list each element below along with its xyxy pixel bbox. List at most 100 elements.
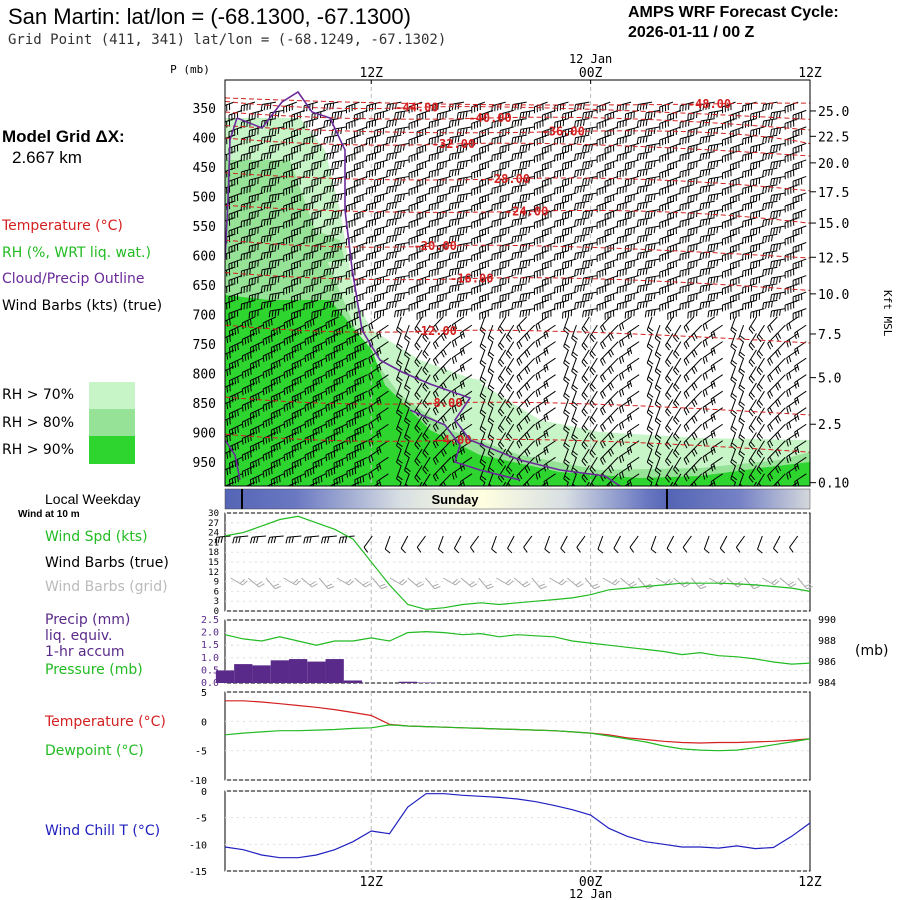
wind-barb-feather [389,203,391,210]
wind-barb [742,217,757,222]
wind-barb-feather [582,251,585,258]
wind-barb-feather [234,344,237,352]
wind-barb-feather [266,103,269,110]
wind-barb [722,101,736,108]
wind-barb [763,299,778,304]
wind-barb-feather [359,411,362,418]
wind-barb-feather [765,269,768,276]
wind-barb-feather [665,344,670,351]
wind-barb-feather [263,236,266,243]
wind-barb [554,283,569,288]
wind-barb-feather [762,203,765,210]
wind-barb-feather [241,421,244,429]
wind-barb-feather [277,177,280,184]
wind-barb-feather [522,194,525,202]
wind-barb-feather [394,251,397,258]
wind-barb-feather [317,328,320,335]
wind-barb-feather [750,375,756,381]
wind-barb-feather [270,351,273,359]
wind-barb-feather [237,327,239,334]
wind-barb-feather [231,379,234,386]
wind-barb-feather [231,412,234,419]
wind-barb-feather [563,428,569,434]
wind-barb-feather [337,210,340,218]
wind-barb-feather [456,310,459,318]
wind-barb-feather [585,161,587,169]
wind-barb-feather [459,349,463,356]
wind-barb-feather [359,328,362,335]
wind-barb [542,192,556,199]
wind-barb-feather [404,354,410,360]
wind-barb-feather [465,177,468,184]
wind-barb-feather [326,170,329,177]
wind-barb-feather [456,228,459,235]
wind-barb-feather [337,111,340,119]
wind-barb [291,275,305,281]
wind-barb-feather [519,129,522,136]
wind-barb-feather [713,260,716,267]
wind-barb-feather [354,335,357,342]
wind-barb-feather [710,365,714,373]
wind-barb-feather [270,335,273,342]
wind-barb [263,365,277,373]
wind-barb-feather [336,379,338,386]
wind-barb-feather [525,144,528,152]
wind-barb [512,250,527,254]
wind-barb-feather [307,337,309,345]
wind-barb-feather [520,268,523,275]
wind-barb [291,308,305,314]
wind-barb-feather [422,419,428,425]
wind-barb-feather [258,393,260,400]
wind-barb-feather [583,391,588,398]
wind-barb [596,233,611,240]
wind-barb-feather [289,369,291,377]
wind-barb-feather [448,120,451,128]
wind-barb-feather [588,177,590,185]
wind-barb-feather [448,187,451,194]
wind-barb-feather [511,302,514,310]
wind-barb [771,208,786,213]
wind-barb-feather [702,341,706,348]
wind-barb [497,399,507,412]
wind-barb-feather [457,135,460,143]
wind-barb-feather [705,268,708,276]
wind-barb-feather [779,193,781,201]
wind-barb [471,118,486,124]
wind-barb-feather [602,390,606,397]
wind-barb-feather [394,284,397,292]
wind-barb-feather [488,384,495,390]
wind-barb-feather [518,374,523,381]
wind-barb-feather [762,187,765,194]
wind-barb [324,151,339,155]
wind-barb-feather [511,120,514,128]
wind-barb-feather [683,343,688,350]
wind-barb-feather [269,202,272,209]
wind-barb-feather [731,392,738,398]
wind-barb-feather [283,405,286,412]
wind-barb-feather [359,361,362,368]
wind-barb [659,200,674,207]
wind-barb-feather [710,349,714,356]
wind-barb-feather [442,382,447,389]
wind-barb-feather [229,418,231,425]
wind-barb-feather [582,129,585,136]
wind-barb [571,324,577,339]
wind-barb-feather [582,195,585,202]
wind-barb [505,324,515,338]
wind-barb [512,233,527,238]
wind-barb-feather [642,152,645,160]
wind-barb [408,266,423,273]
wind-barb-feather [370,421,374,429]
wind-barb-feather [307,354,309,361]
wind-barb-feather [645,152,648,159]
wind-barb-feather [511,203,514,210]
wind-barb [429,200,444,206]
wind-barb [414,415,423,429]
wind-barb-feather [323,137,326,144]
wind-barb-feather [250,401,252,408]
wind-barb-feather [389,153,391,160]
wind-barb-feather [590,193,593,201]
wind-barb [346,415,360,423]
wind-barb-feather [405,351,411,357]
wind-barb [667,175,682,182]
